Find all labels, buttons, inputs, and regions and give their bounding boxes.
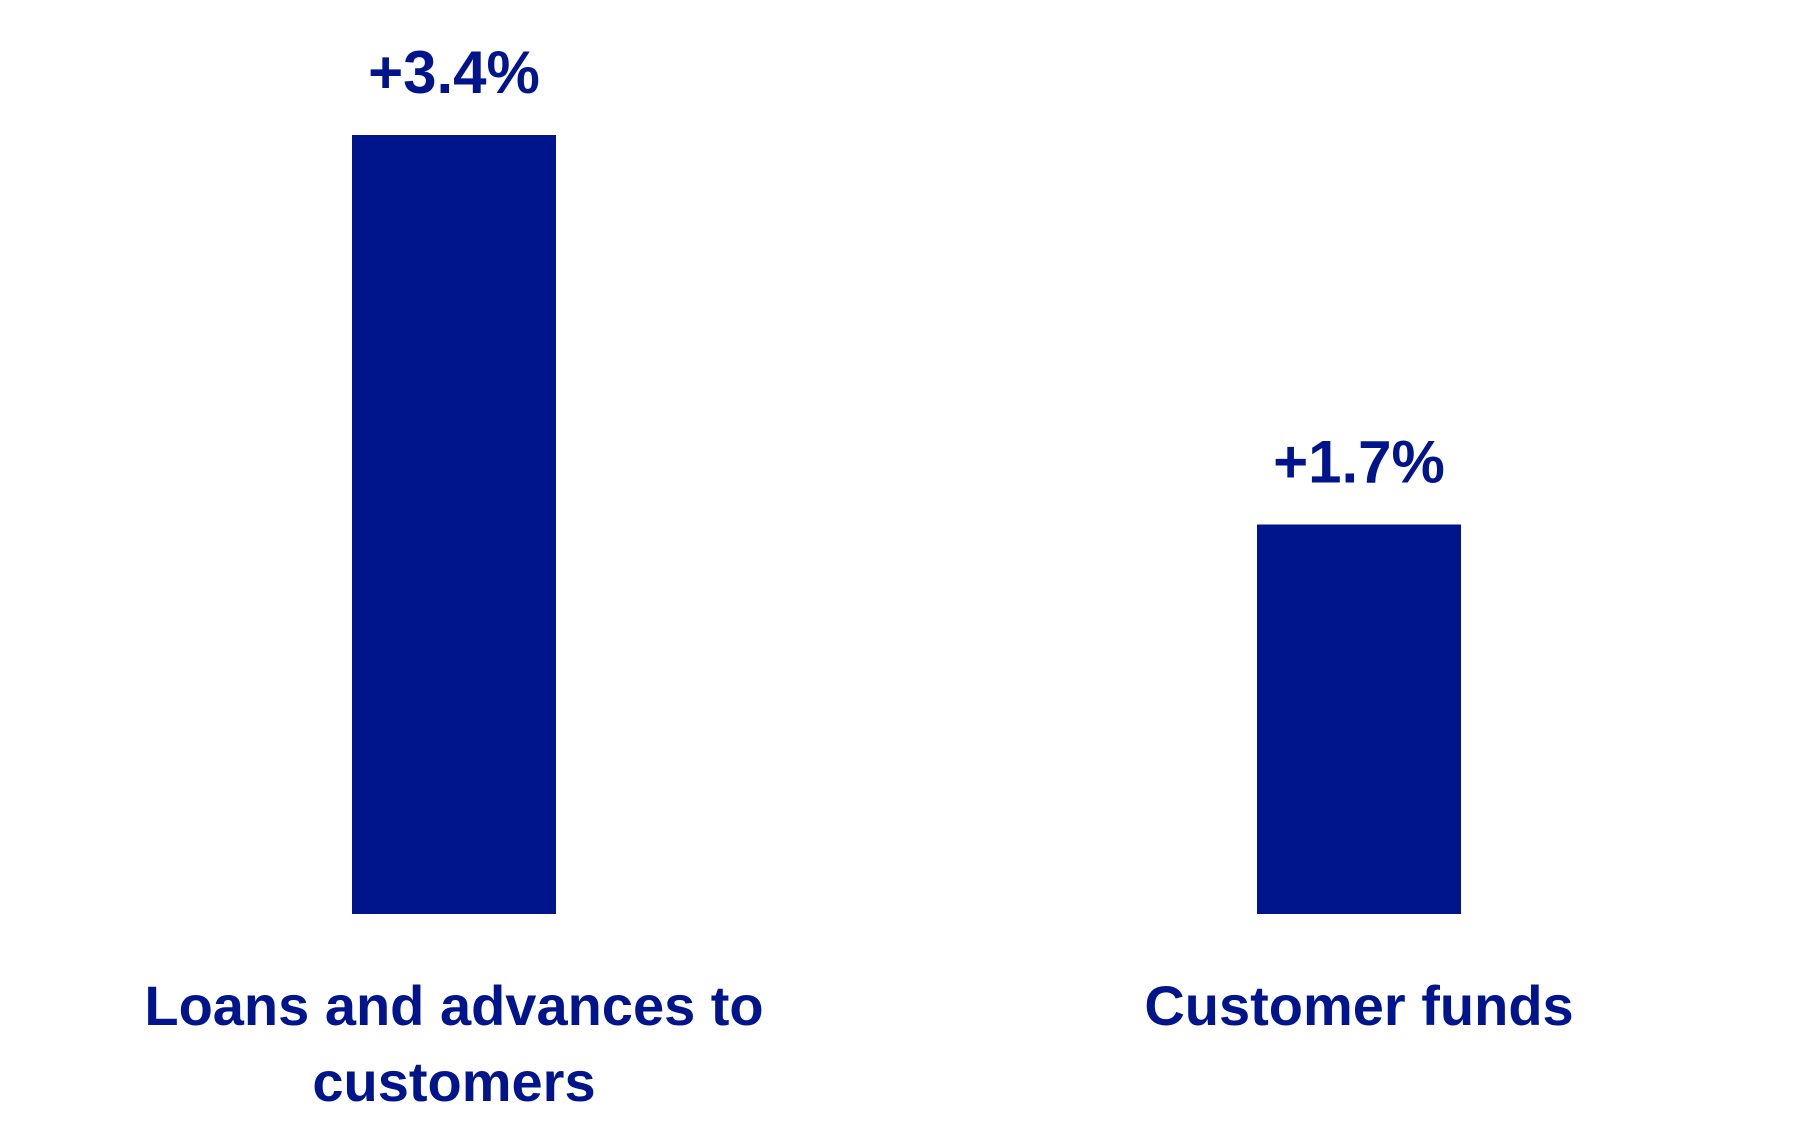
- value-label: +3.4%: [368, 39, 540, 106]
- bar: [1257, 524, 1461, 914]
- category-label: Loans and advances to customers: [144, 974, 764, 1113]
- category-label: Customer funds: [1144, 974, 1574, 1037]
- bar: [352, 135, 556, 914]
- value-label: +1.7%: [1273, 429, 1445, 496]
